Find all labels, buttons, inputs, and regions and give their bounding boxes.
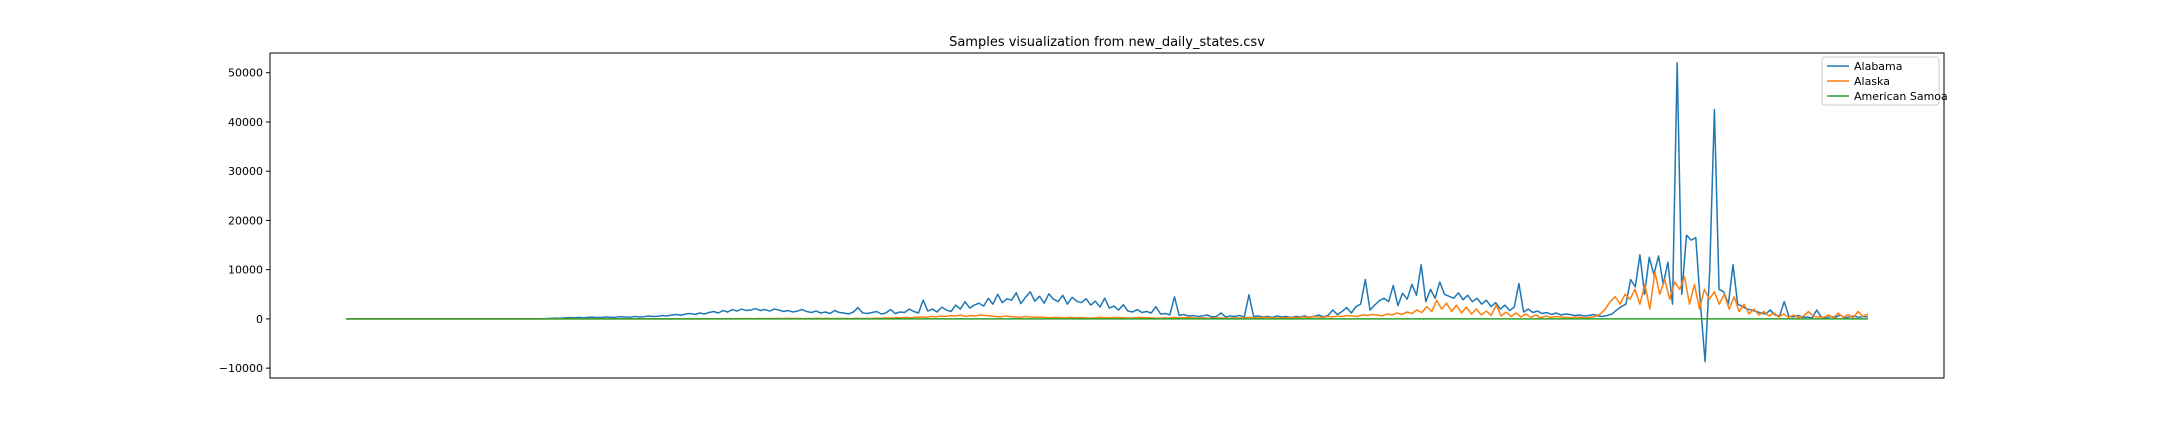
- y-tick-label: 40000: [228, 116, 263, 129]
- legend-label: Alabama: [1854, 60, 1903, 73]
- plot-frame: [269, 52, 1945, 379]
- series-line-alaska: [346, 271, 1869, 320]
- series-line-alabama: [346, 62, 1869, 363]
- y-tick-label: 30000: [228, 165, 263, 178]
- y-tick-label: 50000: [228, 67, 263, 80]
- chart-title: Samples visualization from new_daily_sta…: [949, 35, 1265, 50]
- y-axis: −10000 0 10000 20000 30000 40000 50000: [219, 67, 270, 375]
- y-tick-label: −10000: [219, 362, 263, 375]
- legend-box: [1821, 56, 1940, 106]
- legend: Alabama Alaska American Samoa: [1821, 56, 1948, 106]
- y-tick-label: 0: [256, 313, 263, 326]
- legend-label: American Samoa: [1854, 90, 1948, 103]
- y-tick-label: 10000: [228, 264, 263, 277]
- legend-label: Alaska: [1854, 75, 1890, 88]
- y-tick-label: 20000: [228, 214, 263, 227]
- plot-area: [346, 62, 1869, 363]
